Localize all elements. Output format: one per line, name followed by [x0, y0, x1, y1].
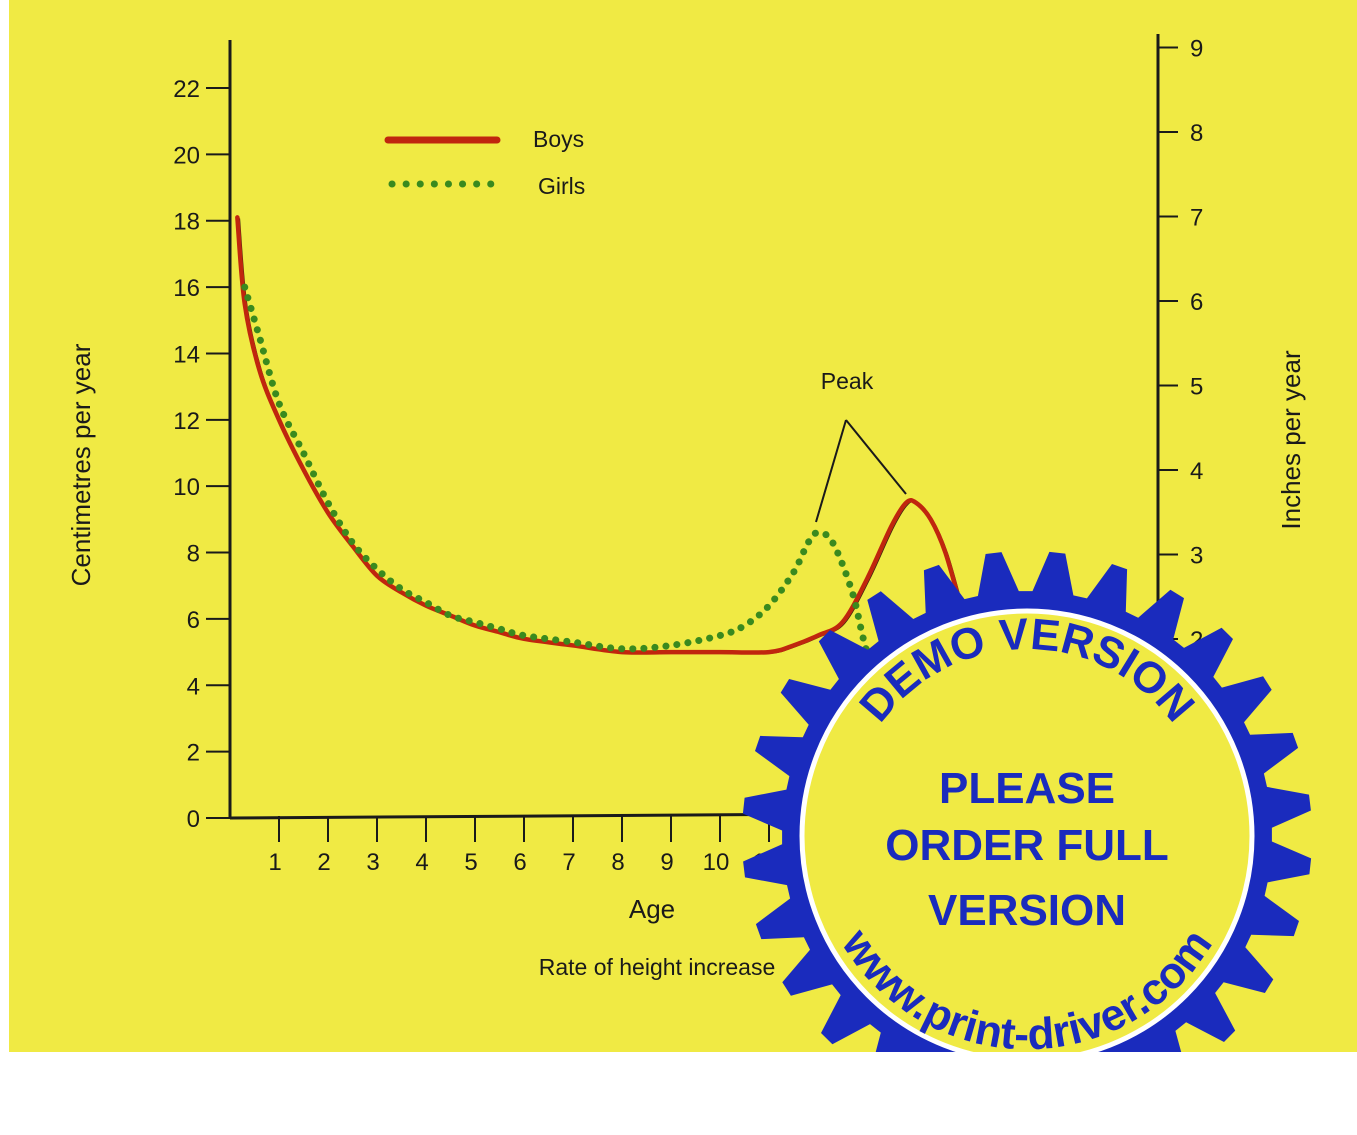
legend: Boys Girls	[384, 126, 585, 199]
y2-tick-label: 3	[1190, 543, 1203, 570]
x-tick-label: 6	[513, 849, 526, 876]
legend-girls-label: Girls	[538, 173, 585, 199]
y2-tick-label: 6	[1190, 289, 1203, 316]
x-tick-label: 8	[611, 849, 624, 876]
peak-pointer-boys	[845, 419, 907, 495]
x-tick-label: 9	[660, 849, 673, 876]
x-tick-label: 3	[366, 849, 379, 876]
x-tick-label: 2	[317, 849, 330, 876]
y2-tick-label: 8	[1190, 120, 1203, 147]
x-tick-label: 10	[703, 849, 730, 876]
y2-tick-label: 4	[1190, 458, 1203, 485]
chart-caption: Rate of height increase	[539, 954, 776, 980]
stamp-line1: PLEASE	[939, 764, 1115, 813]
y-tick-label: 0	[187, 806, 200, 833]
y-tick-label: 14	[173, 341, 200, 368]
stamp-line2: ORDER FULL	[885, 821, 1169, 870]
y-tick-label: 10	[173, 474, 200, 501]
y-tick-label: 6	[187, 607, 200, 634]
y2-tick-label: 5	[1190, 374, 1203, 401]
stamp-line3: VERSION	[928, 886, 1126, 935]
y2-axis-title: Inches per year	[1276, 350, 1306, 530]
peak-label: Peak	[821, 368, 874, 394]
y-tick-label: 20	[173, 142, 200, 169]
peak-annotation: Peak	[815, 368, 907, 523]
demo-watermark-stamp: DEMO VERSION PLEASE ORDER FULL VERSION w…	[742, 551, 1312, 1130]
y-tick-label: 4	[187, 673, 200, 700]
y-tick-label: 8	[187, 541, 200, 568]
legend-boys-label: Boys	[533, 126, 584, 152]
x-tick-label: 5	[464, 849, 477, 876]
peak-pointer-girls	[815, 419, 847, 523]
y-tick-label: 22	[173, 76, 200, 103]
y-axis-title: Centimetres per year	[66, 343, 96, 586]
y-tick-label: 18	[173, 209, 200, 236]
x-tick-label: 1	[268, 849, 281, 876]
y2-tick-label: 7	[1190, 205, 1203, 232]
y-tick-label: 12	[173, 408, 200, 435]
y-tick-label: 16	[173, 275, 200, 302]
y2-tick-label: 9	[1190, 36, 1203, 63]
x-axis-title: Age	[629, 894, 675, 924]
y-tick-label: 2	[187, 740, 200, 767]
stamp-lower-band	[840, 1052, 1220, 1130]
x-tick-label: 4	[415, 849, 428, 876]
x-tick-label: 7	[562, 849, 575, 876]
series-line-girls	[241, 283, 969, 805]
